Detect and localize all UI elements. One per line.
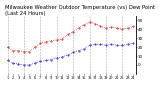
Text: Milwaukee Weather Outdoor Temperature (vs) Dew Point (Last 24 Hours): Milwaukee Weather Outdoor Temperature (v… [5, 5, 155, 16]
